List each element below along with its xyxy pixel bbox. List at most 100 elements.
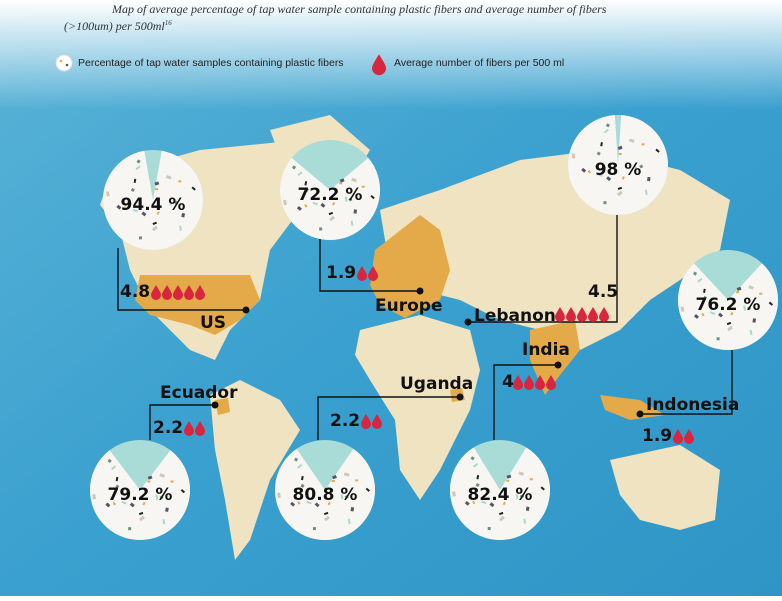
speck [320, 202, 326, 208]
fiber-drop [684, 429, 694, 444]
speck [138, 236, 142, 240]
speck [348, 197, 353, 202]
speck [736, 291, 740, 294]
speck [329, 215, 335, 222]
region-name: Europe [375, 296, 442, 316]
speck [138, 511, 144, 516]
speck [162, 519, 166, 525]
speck [123, 206, 127, 210]
speck [155, 188, 159, 191]
speck [518, 471, 525, 476]
speck [112, 501, 116, 506]
speck [179, 225, 182, 231]
speck [600, 142, 603, 147]
pie-slice [103, 150, 203, 250]
region: 94.4 % US 4.8 [103, 150, 250, 333]
speck [181, 212, 185, 218]
speck [768, 301, 774, 306]
location-dot [416, 287, 424, 295]
speck [133, 178, 137, 183]
speck [596, 151, 601, 156]
speck [347, 518, 351, 525]
region: 76.2 % Indonesia 1.9 [636, 250, 779, 446]
speck [353, 209, 358, 214]
region-name: India [522, 340, 570, 360]
speck [487, 527, 491, 531]
speck [152, 221, 157, 226]
speck [506, 479, 510, 482]
speck [502, 501, 506, 506]
speck [644, 189, 648, 196]
region: 98 % Lebanon 4.5 [464, 115, 668, 326]
speck [331, 201, 336, 206]
legend-speck [65, 63, 69, 67]
speck [752, 318, 757, 323]
speck [115, 484, 120, 489]
speck [727, 325, 733, 332]
speck [312, 201, 318, 206]
speck [703, 295, 708, 300]
speck [339, 182, 343, 185]
percent-label: 72.2 % [298, 185, 363, 205]
fiber-drop [184, 285, 194, 300]
speck [730, 311, 734, 316]
speck [344, 494, 349, 500]
speck [603, 128, 609, 134]
connector [117, 248, 246, 311]
speck [646, 176, 651, 182]
speck [361, 185, 365, 188]
percent-label: 79.2 % [108, 485, 173, 505]
location-dot [456, 393, 464, 401]
fiber-drop [368, 266, 378, 281]
speck [365, 487, 371, 492]
speck [540, 486, 545, 491]
speck [292, 165, 297, 170]
speck [169, 200, 172, 206]
percent-label: 98 % [595, 160, 642, 180]
speck [319, 227, 323, 231]
percent-label: 82.4 % [468, 485, 533, 505]
fiber-value: 4 [502, 372, 514, 392]
fiber-drop [588, 307, 598, 322]
speck [749, 329, 753, 336]
speck [314, 502, 320, 508]
speck [180, 489, 186, 494]
speck [617, 145, 623, 150]
speck [759, 292, 763, 295]
speck [297, 171, 303, 177]
speck [277, 492, 281, 499]
fiber-value: 1.9 [326, 263, 356, 283]
fiber-drop [555, 307, 565, 322]
pie-slice [678, 263, 779, 350]
speck [139, 515, 145, 522]
speck [130, 187, 135, 193]
fiber-drop [151, 285, 161, 300]
fiber-drop [372, 414, 382, 429]
speck [529, 478, 533, 481]
speck [571, 153, 576, 159]
speck [519, 494, 524, 499]
speck [159, 473, 166, 478]
pie-slice [89, 450, 190, 540]
fiber-drop [513, 375, 523, 390]
location-dot [554, 361, 562, 369]
region: 82.4 % India 4 [450, 340, 570, 540]
fiber-drop [566, 307, 576, 322]
pie-slice [568, 115, 668, 215]
speck [605, 123, 610, 128]
speck [178, 180, 182, 183]
speck [473, 462, 479, 468]
speck [525, 506, 530, 512]
speck [165, 174, 172, 180]
speck [174, 200, 179, 205]
speck [748, 285, 754, 290]
speck [136, 159, 141, 164]
fiber-drop [195, 285, 205, 300]
speck [115, 476, 119, 482]
speck [151, 225, 158, 232]
speck [481, 500, 487, 505]
speck [328, 211, 334, 216]
speck [132, 208, 138, 213]
speck [107, 458, 112, 463]
region: 72.2 % Europe 1.9 [280, 140, 442, 316]
